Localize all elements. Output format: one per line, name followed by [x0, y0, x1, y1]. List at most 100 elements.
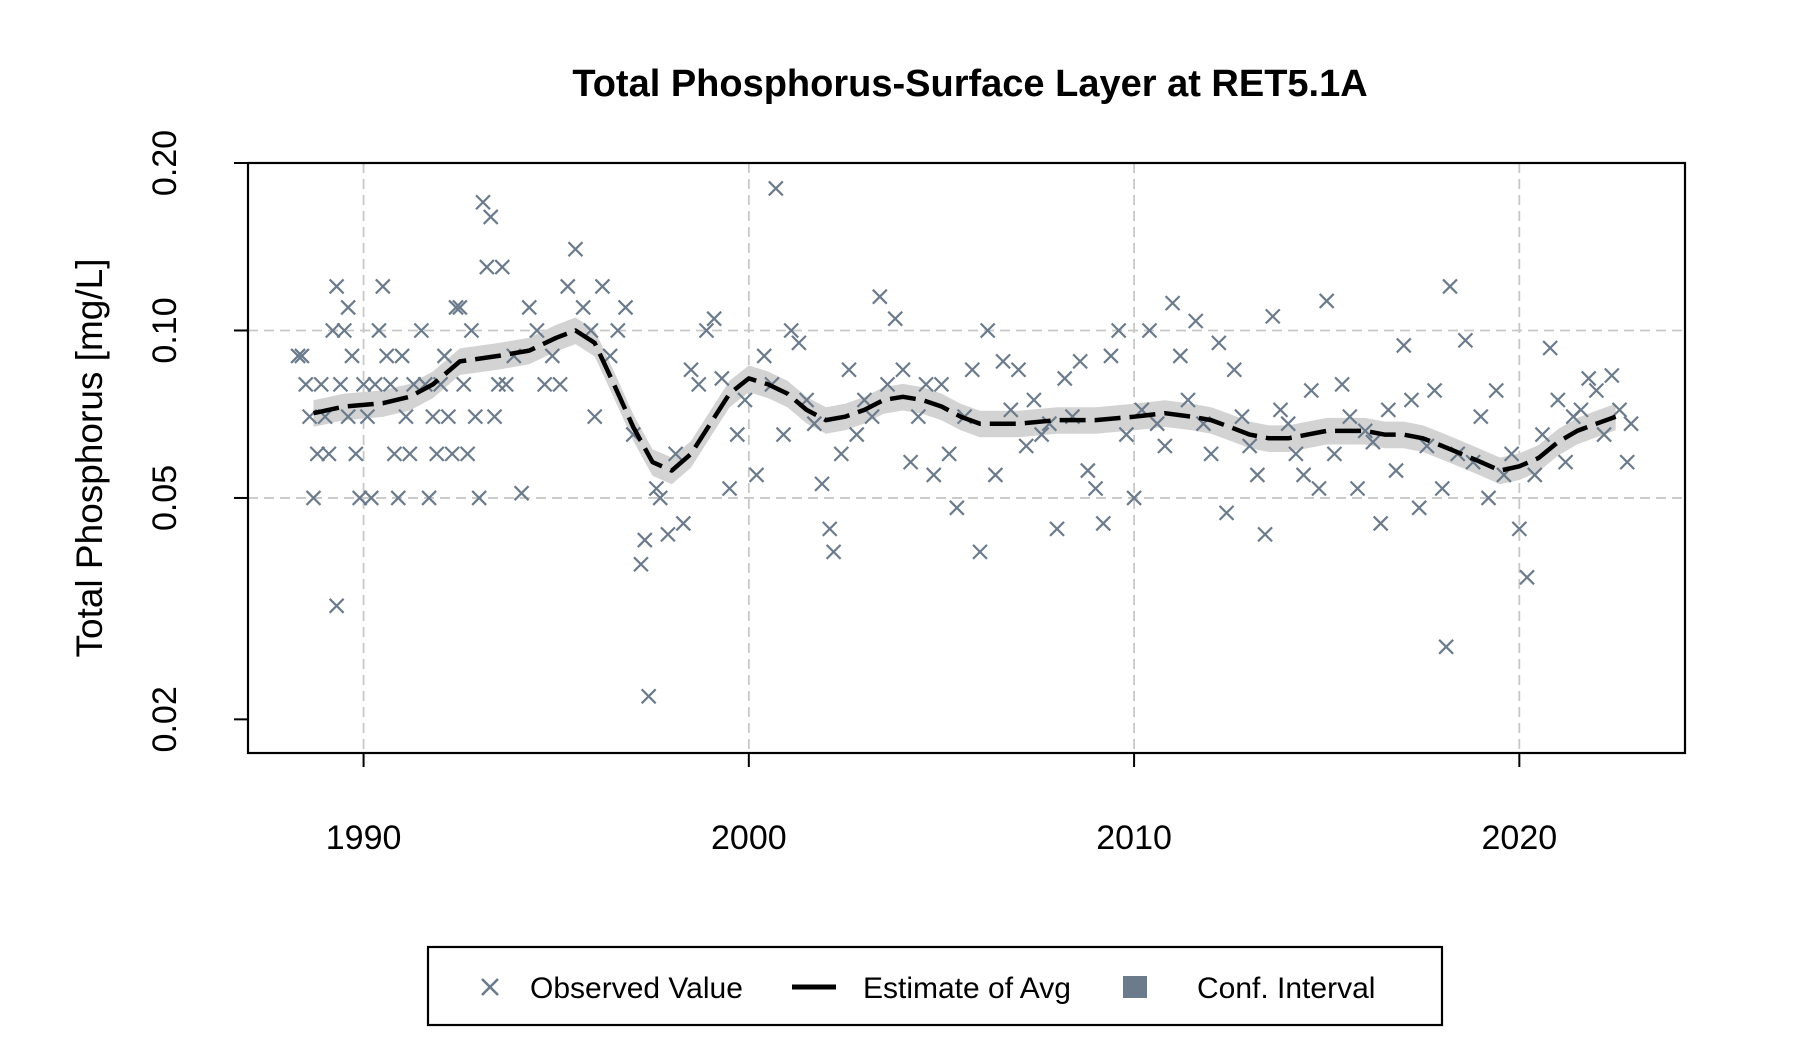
y-axis-title: Total Phosphorus [mg/L] [69, 259, 110, 658]
observed-point [405, 376, 422, 393]
observed-point [1080, 462, 1096, 479]
observed-point [879, 376, 896, 393]
observed-point [856, 392, 873, 408]
observed-point [552, 376, 568, 393]
observed-point [1026, 392, 1042, 408]
observed-point [340, 408, 356, 425]
legend-box [426, 945, 1444, 1027]
observed-point [652, 490, 669, 506]
observed-point [490, 376, 507, 393]
observed-point [1365, 434, 1381, 450]
observed-point [791, 335, 807, 351]
observed-point [987, 467, 1004, 483]
observed-point [1141, 322, 1158, 339]
legend-ci-symbol [1123, 976, 1147, 998]
observed-point [378, 348, 395, 364]
observed-point [1318, 293, 1335, 309]
observed-point [667, 446, 684, 462]
observed-point [436, 348, 453, 364]
observed-point [375, 278, 391, 295]
observed-point [648, 480, 665, 497]
observed-point [359, 408, 376, 425]
observed-point [1303, 382, 1320, 399]
observed-point [394, 348, 410, 364]
observed-point [594, 278, 611, 295]
observed-point [1280, 415, 1296, 432]
observed-point [351, 490, 368, 506]
observed-point [1419, 438, 1435, 454]
observed-point [1534, 426, 1551, 443]
observed-point [610, 322, 626, 339]
observed-point [413, 322, 430, 339]
observed-point [1010, 361, 1027, 378]
observed-point [748, 467, 765, 483]
observed-point [768, 180, 784, 197]
observed-point [402, 446, 418, 462]
observed-point [729, 426, 746, 443]
estimate-line [313, 328, 1617, 473]
observed-point [475, 194, 491, 211]
y-tick-label: 0.05 [146, 465, 184, 531]
observed-point [1295, 467, 1312, 483]
observed-point [737, 392, 753, 408]
observed-point [1249, 467, 1266, 483]
observed-point [864, 408, 880, 425]
observed-point [925, 467, 942, 483]
observed-point [995, 353, 1011, 370]
observed-point [536, 376, 553, 393]
observed-point [1542, 340, 1558, 356]
observed-point [1380, 402, 1397, 418]
observed-point [398, 408, 414, 425]
observed-point [1288, 446, 1304, 462]
observed-point [1126, 490, 1142, 506]
observed-point [1580, 370, 1597, 387]
observed-point [1403, 392, 1420, 408]
observed-point [494, 259, 511, 275]
observed-point [1264, 308, 1281, 325]
observed-point [313, 376, 329, 393]
observed-point [336, 322, 353, 339]
confidence-band-area [313, 317, 1616, 485]
observed-point [1172, 348, 1189, 364]
observed-point [1203, 446, 1219, 462]
observed-point [1573, 402, 1589, 418]
observed-point [706, 310, 722, 327]
observed-point [1033, 426, 1050, 443]
observed-point [294, 348, 310, 364]
observed-point [949, 500, 965, 516]
observed-point [933, 376, 950, 393]
observed-point [814, 476, 830, 492]
observed-point [698, 322, 715, 339]
x-axis: 1990 2000 2010 2020 [326, 753, 1557, 857]
observed-point [328, 278, 345, 295]
observed-point [452, 299, 468, 316]
observed-point [964, 361, 981, 378]
observed-point [482, 209, 499, 225]
observed-point [1218, 505, 1235, 521]
observed-point [1550, 392, 1566, 408]
observed-point [1118, 426, 1135, 443]
observed-point [1588, 382, 1605, 399]
observed-point [1465, 454, 1481, 470]
observed-point [1018, 438, 1034, 454]
observed-point [340, 299, 356, 316]
observed-point [1473, 408, 1489, 425]
observed-point [690, 376, 707, 393]
observed-point [421, 490, 437, 506]
observed-point [1272, 402, 1289, 418]
observed-point [305, 490, 322, 506]
observed-point [756, 348, 773, 364]
x-tick-label: 2010 [1096, 819, 1172, 857]
observed-point [683, 361, 699, 378]
observed-point [1438, 639, 1454, 655]
observed-point [821, 521, 838, 537]
observed-point [979, 322, 996, 339]
observed-point [1095, 515, 1112, 532]
observed-point [775, 426, 792, 443]
observed-point [444, 446, 460, 462]
observed-point [872, 288, 888, 305]
legend-observed-symbol [481, 978, 499, 996]
observed-point [1503, 446, 1520, 462]
observed-point [324, 322, 341, 339]
